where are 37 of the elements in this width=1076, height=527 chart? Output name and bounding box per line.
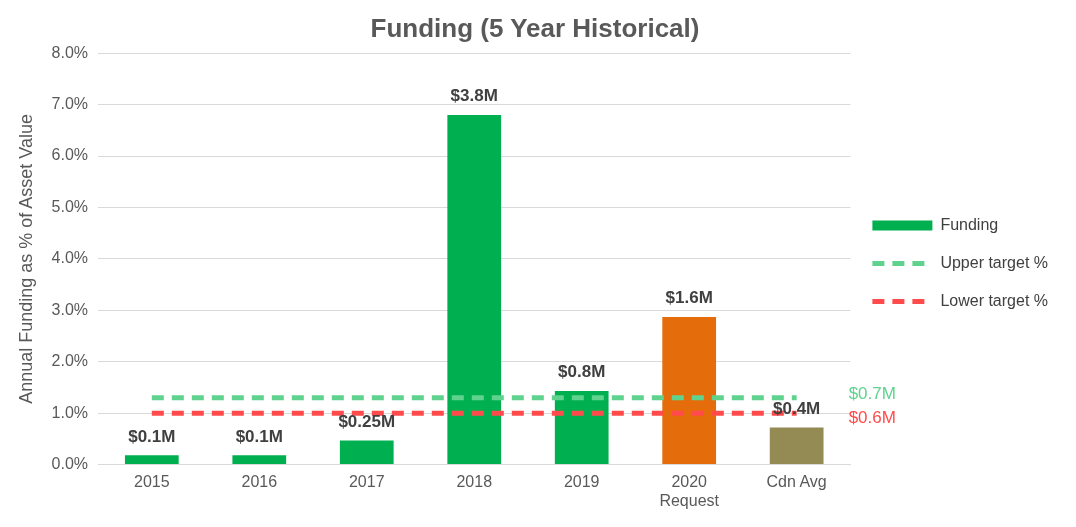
annotation: $0.1M	[128, 426, 176, 446]
x-tick-label: 2017	[348, 472, 385, 490]
y-tick-label: 3.0%	[51, 300, 89, 318]
bar	[232, 455, 287, 465]
legend-label: Lower target %	[940, 291, 1048, 309]
annotation: $0.7M	[848, 384, 896, 404]
bar	[769, 427, 824, 465]
x-tick-label: 2016	[241, 472, 278, 490]
x-tick-label: 2015	[134, 472, 170, 490]
x-tick-label: 2018	[456, 472, 493, 490]
annotation: $1.6M	[665, 288, 713, 308]
x-tick-label: Cdn Avg	[766, 472, 827, 490]
bar	[662, 317, 717, 465]
y-axis-title: Annual Funding as % of Asset Value	[15, 113, 36, 404]
x-tick-label: 2020 Request	[659, 472, 720, 509]
bar	[339, 440, 394, 465]
bar	[447, 114, 502, 465]
bar	[554, 391, 609, 465]
y-tick-label: 8.0%	[51, 43, 89, 61]
annotation: $0.1M	[235, 426, 283, 446]
annotation: $3.8M	[450, 86, 498, 106]
x-tick-label: 2019	[563, 472, 600, 490]
y-tick-label: 1.0%	[51, 403, 89, 421]
annotation: $0.6M	[848, 407, 896, 427]
bar	[124, 455, 179, 465]
y-tick-label: 7.0%	[51, 95, 89, 113]
y-tick-label: 6.0%	[51, 146, 89, 164]
chart-title: Funding (5 Year Historical)	[370, 12, 700, 43]
y-tick-label: 0.0%	[51, 455, 89, 473]
annotation: $0.25M	[338, 411, 396, 431]
y-tick-label: 2.0%	[51, 352, 89, 370]
y-tick-label: 5.0%	[51, 197, 89, 215]
annotation: $0.8M	[558, 362, 606, 382]
legend-label: Funding	[940, 215, 999, 233]
legend-label: Upper target %	[940, 253, 1048, 271]
y-tick-label: 4.0%	[51, 249, 89, 267]
annotation: $0.4M	[773, 398, 821, 418]
